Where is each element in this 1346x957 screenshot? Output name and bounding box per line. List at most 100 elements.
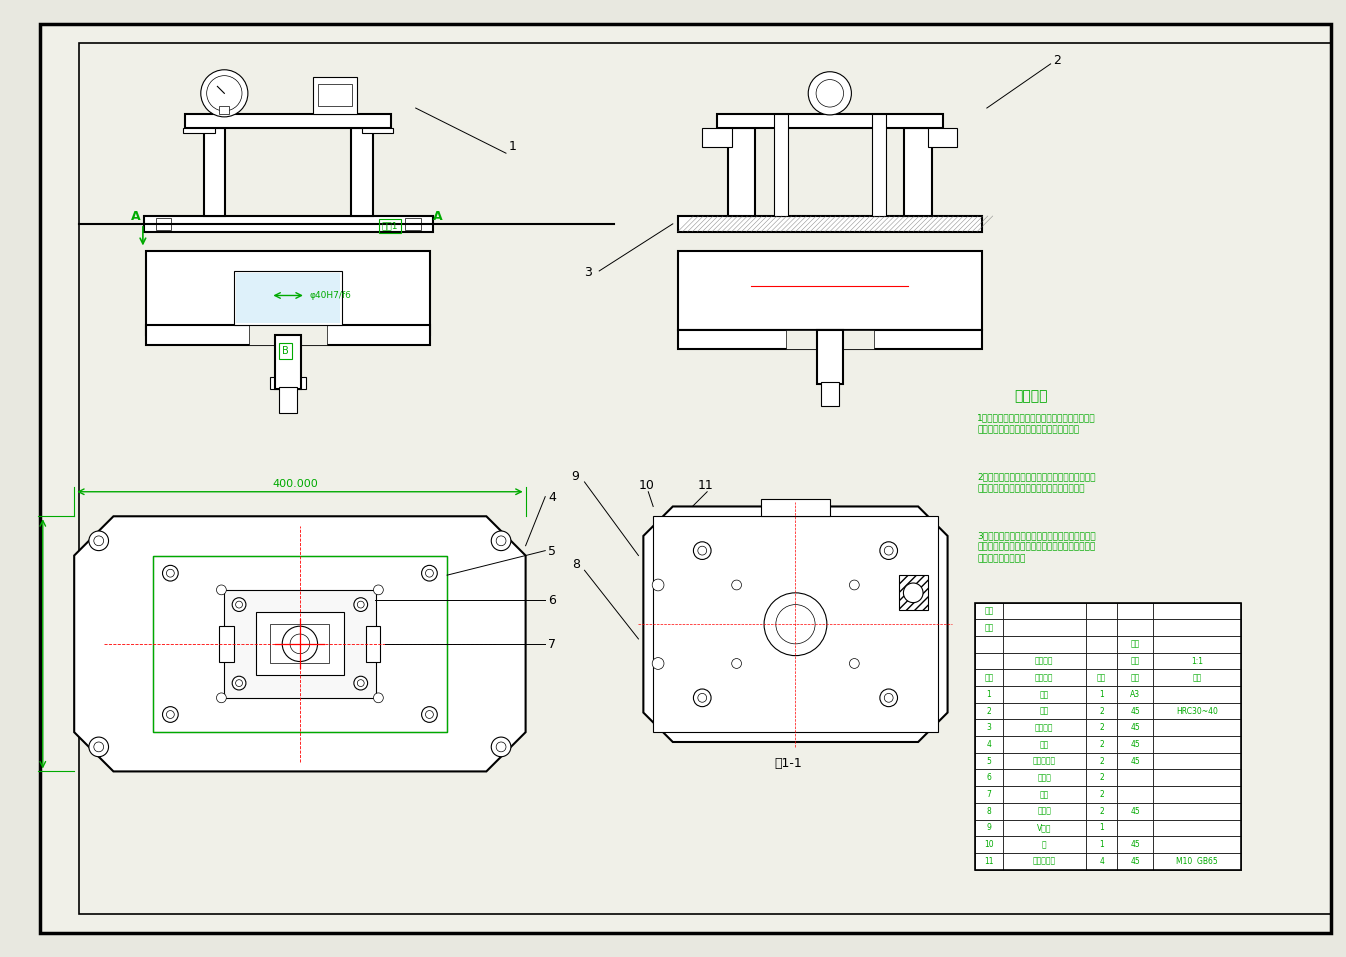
Circle shape [880,689,898,706]
Bar [1152,603,1241,619]
Text: φ40H7/f6: φ40H7/f6 [310,292,351,300]
Bar [1117,819,1152,836]
Bar [1152,669,1241,686]
Bar [975,819,1241,836]
Circle shape [421,566,437,581]
Text: 转板: 转板 [1039,790,1049,799]
Bar [271,624,330,663]
Bar [1086,686,1117,702]
Text: 分件名称: 分件名称 [1035,673,1054,682]
Text: 45: 45 [1131,723,1140,732]
Bar [975,720,1241,736]
Text: 2: 2 [1100,757,1104,766]
Bar [1003,803,1086,819]
Circle shape [693,689,711,706]
Bar [1152,686,1241,702]
Text: B: B [283,346,289,356]
Text: 400.000: 400.000 [272,478,318,489]
Bar [225,590,377,698]
Bar [1152,853,1241,870]
Circle shape [491,737,511,757]
Bar [1117,669,1152,686]
Text: 7: 7 [987,790,991,799]
Circle shape [163,566,178,581]
Circle shape [167,711,174,719]
Bar [1086,803,1117,819]
Bar [1152,736,1241,753]
Circle shape [693,542,711,560]
Bar [975,786,1003,803]
Bar [975,669,1241,686]
Bar [1086,836,1117,853]
Bar [279,387,297,413]
Text: 10: 10 [638,478,654,492]
Bar [1003,753,1086,769]
Text: 备注: 备注 [1193,673,1202,682]
Bar [975,786,1241,803]
Bar [1003,619,1086,636]
Circle shape [425,569,433,577]
Circle shape [89,531,109,550]
Text: 2、零件装配前必须清除游走于它，不允许游走、: 2、零件装配前必须清除游走于它，不允许游走、 [977,472,1096,481]
Bar [1117,603,1152,619]
Text: A: A [433,210,443,223]
Circle shape [354,598,367,612]
Circle shape [291,634,310,654]
Text: 底板: 底板 [1039,690,1049,699]
Bar [975,653,1241,669]
Text: 2: 2 [1100,723,1104,732]
Text: 压板板: 压板板 [1038,807,1051,815]
Bar [1152,702,1241,720]
Circle shape [357,601,365,608]
Text: 支撑板片: 支撑板片 [1035,723,1054,732]
Bar [975,853,1241,870]
Bar [975,603,1241,619]
Text: 45: 45 [1131,857,1140,866]
Text: 1: 1 [1100,690,1104,699]
Text: 大六角躭母: 大六角躭母 [1032,757,1055,766]
Bar [366,626,381,661]
Bar [1152,819,1241,836]
Text: 10: 10 [984,840,993,849]
Bar [1117,786,1152,803]
Bar [975,686,1003,702]
Bar [1117,653,1152,669]
Bar [975,819,1003,836]
Bar [1086,603,1117,619]
Text: 合适的抜具和扬手。紧固后螺钉槽、螺母和螺钉、: 合适的抜具和扬手。紧固后螺钉槽、螺母和螺钉、 [977,543,1096,552]
Bar [760,499,830,516]
Bar [975,619,1241,636]
Circle shape [884,694,894,702]
Bar [152,555,447,732]
Circle shape [425,711,433,719]
Text: 2: 2 [1100,790,1104,799]
Text: 2: 2 [1100,773,1104,782]
Bar [1086,753,1117,769]
Bar [276,335,302,389]
Bar [234,271,342,325]
Bar [1086,786,1117,803]
Bar [1152,619,1241,636]
Bar [318,84,351,106]
Bar [905,127,931,216]
Circle shape [94,742,104,752]
Bar [1152,769,1241,786]
Circle shape [233,677,246,690]
Text: 设计: 设计 [984,623,993,633]
Text: 6: 6 [548,593,556,607]
Circle shape [233,598,246,612]
Bar [975,753,1003,769]
Text: 2: 2 [1100,706,1104,716]
Bar [975,636,1241,653]
Text: V形块: V形块 [1036,823,1051,833]
Circle shape [808,72,852,115]
Circle shape [207,76,242,111]
Bar [1086,720,1117,736]
Text: 2: 2 [987,706,991,716]
Bar [975,669,1003,686]
Bar [975,736,1003,753]
Bar [1003,769,1086,786]
Bar [1117,720,1152,736]
Text: 1、进入面的零件及毛坏（包括外购件、外合件）: 1、进入面的零件及毛坏（包括外购件、外合件） [977,413,1096,422]
Text: 居面: 居面 [1039,740,1049,749]
